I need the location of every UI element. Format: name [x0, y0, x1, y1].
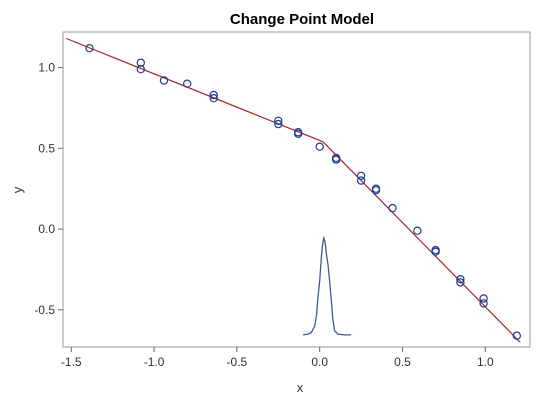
- plot-frame: [62, 31, 531, 348]
- data-point: [356, 176, 366, 185]
- x-tick-label: -1.0: [144, 355, 165, 369]
- x-axis: -1.5 -1.0 -0.5 0.0 0.5 1.0: [61, 347, 494, 369]
- y-tick-label: 1.0: [38, 61, 55, 75]
- data-point: [85, 44, 94, 53]
- data-point: [209, 93, 218, 103]
- data-point: [479, 299, 488, 308]
- data-point: [388, 203, 397, 213]
- data-point: [479, 294, 488, 303]
- data-point: [512, 331, 522, 340]
- density-curve: [302, 235, 352, 336]
- data-point: [456, 275, 465, 284]
- y-tick-label: 0.0: [38, 222, 55, 236]
- data-point: [209, 90, 218, 100]
- y-tick-label: -0.5: [34, 303, 55, 317]
- data-point: [315, 142, 324, 151]
- data-point: [371, 186, 381, 195]
- x-tick-label: -1.5: [61, 355, 82, 369]
- data-point: [274, 116, 283, 126]
- data-point: [182, 79, 192, 88]
- y-tick-label: 0.5: [38, 141, 55, 155]
- chart-title: Change Point Model: [230, 11, 374, 28]
- data-point: [456, 278, 465, 287]
- density-curve-layer: [302, 235, 352, 336]
- fit-line-layer: [66, 37, 521, 343]
- x-tick-label: 1.0: [477, 355, 494, 369]
- x-axis-label: x: [297, 380, 304, 395]
- data-point: [431, 247, 440, 256]
- fit-line: [66, 37, 521, 343]
- y-axis-label: y: [10, 186, 25, 193]
- data-point: [332, 155, 341, 164]
- x-tick-label: -0.5: [227, 355, 248, 369]
- data-point: [274, 119, 283, 129]
- data-point: [413, 226, 422, 235]
- data-point: [136, 64, 145, 74]
- x-tick-label: 0.0: [311, 355, 328, 369]
- data-point: [294, 129, 303, 138]
- data-point: [356, 171, 366, 180]
- points-layer: [85, 44, 522, 340]
- y-axis: -0.5 0.0 0.5 1.0: [34, 61, 63, 317]
- x-tick-label: 0.5: [394, 355, 411, 369]
- data-point: [136, 58, 145, 67]
- data-point: [159, 76, 169, 85]
